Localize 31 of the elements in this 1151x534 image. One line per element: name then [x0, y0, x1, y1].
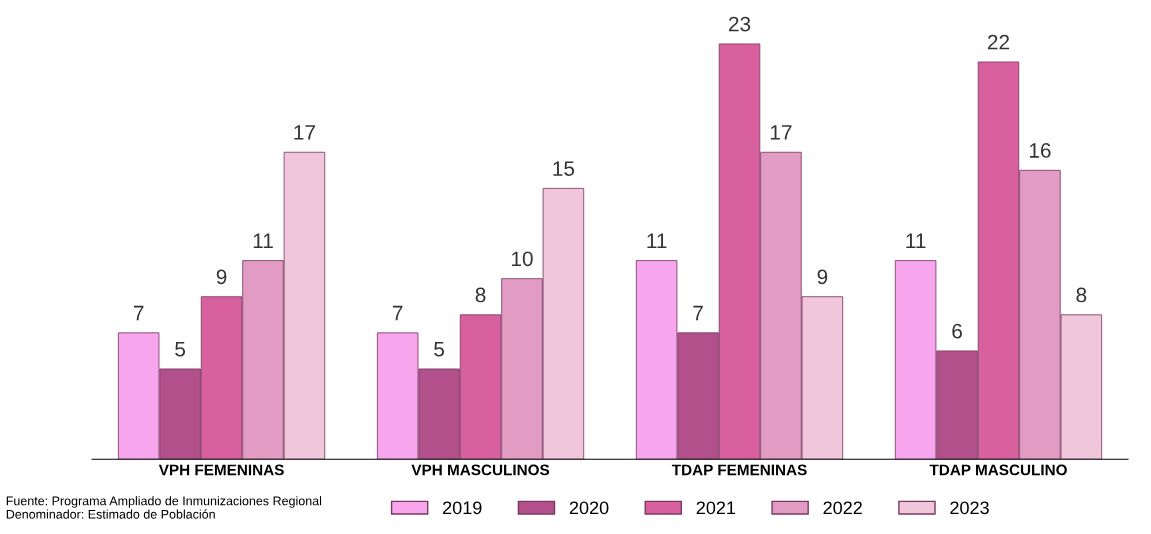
data-label: 11	[253, 233, 273, 248]
legend-label: 2020	[569, 501, 609, 515]
legend-label: 2023	[950, 501, 989, 515]
data-label: 7	[392, 305, 403, 321]
x-tick-label: VPH MASCULINOS	[411, 464, 550, 476]
data-label: 7	[693, 305, 703, 321]
data-label: 11	[906, 233, 926, 248]
x-tick-label: TDAP FEMENINAS	[671, 464, 807, 476]
source-note: Fuente: Programa Ampliado de Inmunizaciones Regional	[6, 496, 322, 508]
data-label: 6	[952, 323, 962, 339]
data-label: 5	[434, 341, 445, 357]
data-label: 22	[987, 34, 1010, 50]
data-label: 9	[817, 269, 828, 285]
legend-label: 2022	[823, 501, 862, 515]
legend-label: 2019	[443, 501, 482, 515]
x-tick-label: TDAP MASCULINO	[929, 464, 1067, 476]
data-label: 8	[1076, 287, 1087, 303]
data-label: 7	[133, 305, 144, 321]
x-tick-label: VPH FEMENINAS	[158, 464, 284, 476]
data-label: 23	[728, 16, 751, 32]
data-label: 11	[647, 233, 667, 248]
legend-label: 2021	[696, 501, 736, 515]
text: Denominador: Estimado de Población	[6, 509, 215, 519]
data-label: 15	[553, 161, 575, 176]
data-label: 9	[216, 269, 227, 285]
data-label: 17	[294, 125, 315, 140]
data-label: 5	[175, 341, 186, 357]
data-label: 16	[1029, 143, 1051, 158]
data-label: 8	[475, 287, 486, 303]
data-label: 17	[770, 125, 792, 140]
data-label: 10	[511, 251, 533, 267]
